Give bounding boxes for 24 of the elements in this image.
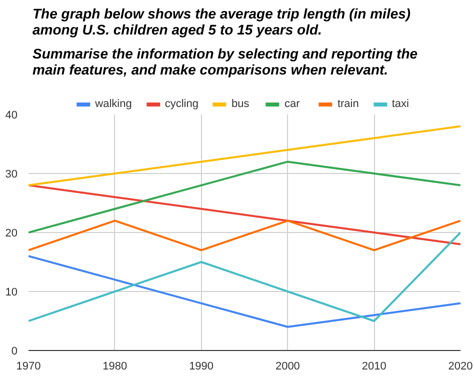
x-tick-label: 1970 [16, 360, 41, 372]
legend-label: cycling [164, 98, 198, 110]
x-tick-label: 2010 [362, 360, 386, 372]
y-tick-label: 0 [11, 346, 18, 358]
line-series [28, 255, 460, 328]
y-tick-label: 30 [5, 168, 18, 180]
x-tick-label: 1990 [189, 360, 214, 372]
line-series [28, 160, 460, 234]
chart-title: The graph below shows the average trip length (in miles) among U.S. children aged 5 to 15 years old. [32, 6, 411, 38]
y-tick-label: 40 [5, 110, 18, 122]
line-series [28, 125, 460, 186]
line-series [28, 232, 460, 322]
legend-label: walking [95, 98, 132, 110]
legend-label: taxi [392, 98, 410, 110]
legend-label: car [284, 98, 301, 110]
y-tick-label: 10 [5, 286, 18, 298]
legend-label: bus [231, 98, 250, 110]
chart-subtitle: Summarise the information by selecting and reporting the main features, and make comparisons when relevant. [32, 46, 418, 78]
x-tick-label: 2000 [275, 360, 300, 372]
legend-label: train [337, 98, 359, 110]
x-tick-label: 2020 [448, 360, 473, 372]
line-series [28, 184, 460, 246]
y-tick-label: 20 [5, 228, 18, 240]
x-tick-label: 1980 [102, 360, 128, 372]
